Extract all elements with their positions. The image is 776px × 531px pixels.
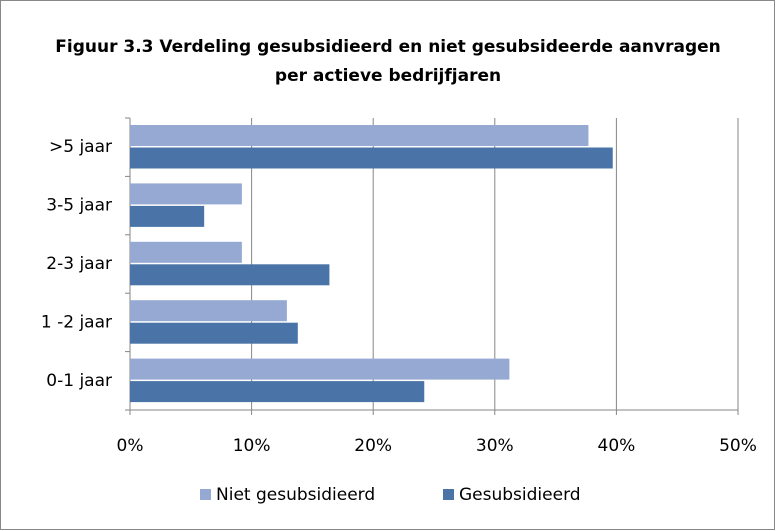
y-tick-label: 2-3 jaar — [46, 254, 112, 274]
legend-swatch — [443, 489, 454, 500]
bar — [130, 183, 242, 205]
bar — [130, 381, 425, 403]
x-tick-label: 30% — [476, 436, 514, 456]
x-tick-label: 10% — [233, 436, 271, 456]
legend-swatch — [200, 489, 211, 500]
bar — [130, 241, 242, 263]
y-tick-label: 3-5 jaar — [46, 196, 112, 216]
legend-label: Gesubsidieerd — [459, 485, 581, 505]
y-tick-label: >5 jaar — [49, 137, 112, 157]
y-tick-label: 0-1 jaar — [46, 371, 112, 391]
legend-label: Niet gesubsidieerd — [216, 485, 375, 505]
x-tick-label: 50% — [719, 436, 757, 456]
x-tick-label: 0% — [117, 436, 144, 456]
bar — [130, 358, 510, 380]
bar — [130, 125, 589, 146]
chart-title: Figuur 3.3 Verdeling gesubsidieerd en ni… — [55, 37, 721, 86]
bar — [130, 205, 205, 227]
bar — [130, 300, 287, 322]
bar — [130, 264, 330, 286]
y-tick-label: 1 -2 jaar — [41, 312, 112, 332]
bar — [130, 322, 298, 344]
bar — [130, 147, 613, 169]
x-tick-label: 20% — [354, 436, 392, 456]
x-tick-label: 40% — [598, 436, 636, 456]
